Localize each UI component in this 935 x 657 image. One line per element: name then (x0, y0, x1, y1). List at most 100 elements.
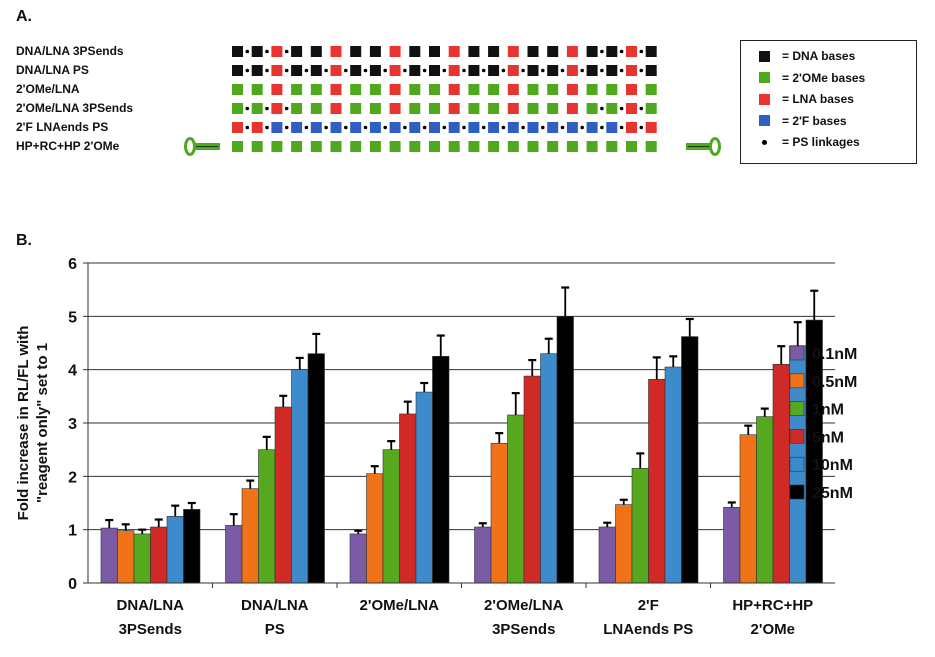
base-square (566, 65, 578, 76)
base-square (232, 141, 243, 152)
base-square (547, 65, 559, 76)
base-square (409, 46, 421, 57)
base-square (251, 103, 263, 114)
base-square (586, 65, 598, 76)
hairpin-right-icon (709, 137, 721, 156)
bar-0.1nM (349, 533, 367, 584)
ps-linkage-dot (580, 125, 584, 130)
legend-item: = 2'OMe bases (759, 71, 865, 85)
construct-label: HP+RC+HP 2'OMe (16, 139, 120, 153)
bar-1nM (631, 468, 649, 584)
base-square (586, 103, 598, 114)
bar-1nM (507, 414, 525, 584)
legend-swatch (789, 429, 805, 444)
ps-linkage-dot (324, 68, 328, 73)
construct-label: 2'OMe/LNA 3PSends (16, 101, 134, 115)
base-square (626, 122, 637, 133)
base-square (310, 141, 322, 152)
legend-label: 1nM (812, 402, 844, 419)
base-square (586, 141, 598, 152)
bar-0.1nM (225, 525, 243, 584)
base-square (429, 46, 440, 57)
base-square (271, 46, 283, 57)
base-square (409, 103, 421, 114)
ps-linkage-dot (560, 68, 565, 73)
base-square (547, 103, 559, 114)
ps-linkage-dot (639, 68, 644, 73)
ps-linkage-dot (501, 125, 506, 130)
ps-linkage-dot (363, 125, 368, 130)
ps-linkage-dot (639, 106, 644, 111)
base-square (566, 141, 578, 152)
base-square (626, 46, 637, 57)
bar-1nM (258, 449, 276, 584)
legend-text: = DNA bases (782, 49, 856, 63)
ps-linkage-dot (265, 106, 269, 111)
legend-swatch (789, 401, 805, 416)
category-label: DNA/LNA (241, 597, 309, 614)
base-square (527, 103, 539, 114)
base-square (586, 122, 598, 133)
base-square (291, 103, 303, 114)
ps-linkage-dot (383, 68, 388, 73)
base-square (507, 122, 519, 133)
base-square (330, 84, 342, 95)
y-tick-label: 4 (68, 363, 77, 380)
base-square (369, 122, 381, 133)
ps-linkage-dot (344, 68, 348, 73)
base-square (409, 141, 421, 152)
base-square (468, 84, 480, 95)
base-square (232, 65, 243, 76)
bar-10nM (415, 391, 433, 584)
ps-linkage-dot (304, 125, 309, 130)
y-axis-title-line1: Fold increase in RL/FL with (15, 326, 32, 521)
ps-linkage-dot (481, 125, 486, 130)
category-label: 2'OMe/LNA (484, 597, 564, 614)
bar-0.1nM (474, 526, 492, 584)
ps-linkage-dot (619, 49, 624, 54)
base-square (468, 141, 480, 152)
ps-linkage-dot (619, 68, 624, 73)
legend-item: = DNA bases (759, 49, 855, 63)
bar-0.5nM (241, 488, 259, 584)
bar-25nM (432, 356, 450, 584)
ps-linkage-dot (580, 68, 584, 73)
base-square (369, 141, 381, 152)
base-square (389, 141, 401, 152)
bar-25nM (307, 353, 325, 584)
category-label: 3PSends (119, 621, 182, 638)
legend-swatch (789, 484, 805, 500)
legend-label: 25nM (812, 485, 853, 502)
base-square (448, 84, 460, 95)
ps-linkage-dot (462, 125, 466, 130)
ps-linkage-dot (344, 125, 348, 130)
ps-linkage-dot (383, 125, 388, 130)
base-square (547, 122, 559, 133)
ps-linkage-dot (462, 68, 466, 73)
base-square (606, 122, 618, 133)
construct-label: DNA/LNA PS (16, 63, 89, 77)
ps-linkage-dot (265, 49, 269, 54)
base-square (251, 122, 263, 133)
base-square (626, 141, 637, 152)
base-square (350, 103, 362, 114)
sequence-row (184, 137, 721, 156)
base-square (232, 122, 243, 133)
legend-item: = 2'F bases (759, 114, 847, 128)
base-legend: = DNA bases = 2'OMe bases = LNA bases = 2'F… (740, 40, 917, 164)
base-square (448, 65, 460, 76)
base-square (606, 84, 618, 95)
base-square (606, 65, 618, 76)
color-swatch (759, 115, 770, 126)
legend-item: = LNA bases (759, 92, 854, 106)
base-square (291, 65, 303, 76)
base-square (468, 46, 480, 57)
base-square (271, 84, 283, 95)
construct-label: DNA/LNA 3PSends (16, 44, 124, 58)
base-square (369, 103, 381, 114)
base-square (251, 65, 263, 76)
base-square (389, 103, 401, 114)
base-square (389, 122, 401, 133)
